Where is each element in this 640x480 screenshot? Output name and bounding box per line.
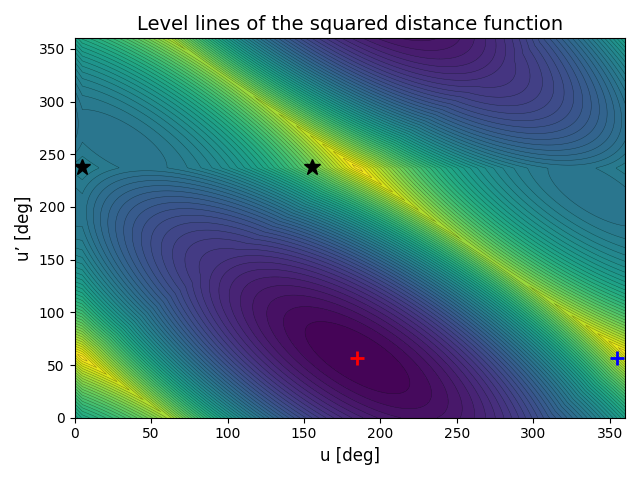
- Y-axis label: u’ [deg]: u’ [deg]: [15, 195, 33, 261]
- Title: Level lines of the squared distance function: Level lines of the squared distance func…: [137, 15, 563, 34]
- X-axis label: u [deg]: u [deg]: [320, 447, 380, 465]
